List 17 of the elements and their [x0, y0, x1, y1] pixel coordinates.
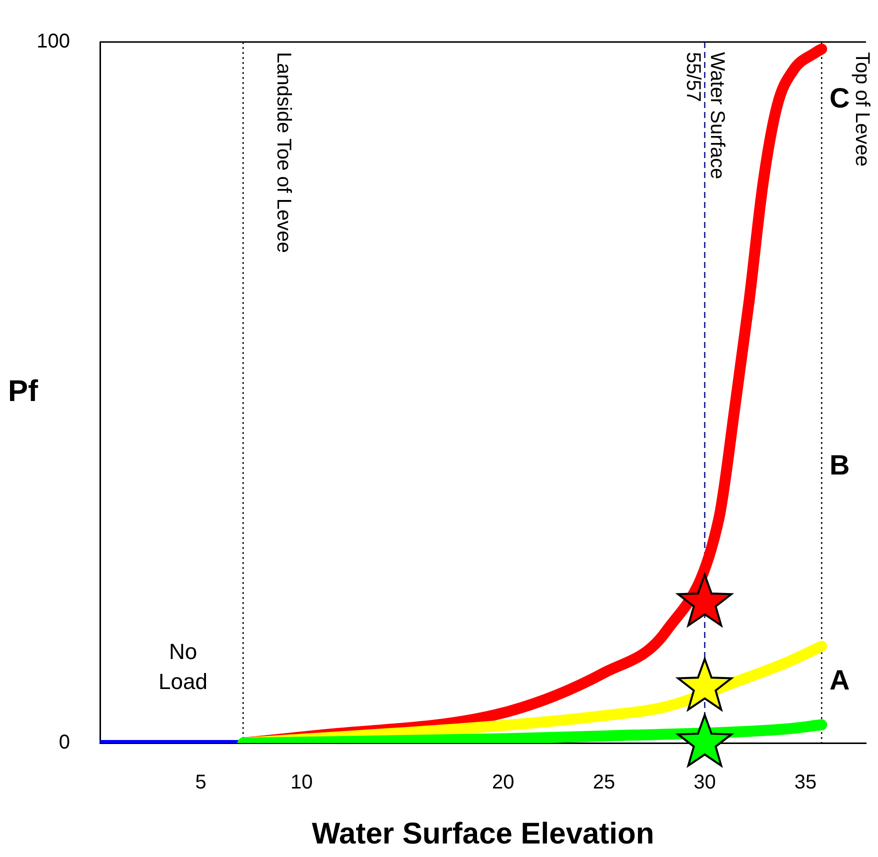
ref-line-label: 55/57 Water Surface: [682, 52, 728, 180]
x-tick-label: 5: [195, 772, 206, 794]
annotation: B: [830, 450, 850, 481]
x-tick-label: 30: [694, 772, 716, 794]
x-axis-title: Water Surface Elevation: [312, 817, 654, 850]
annotation: C: [830, 82, 850, 114]
ref-line-label: Top of Levee: [851, 52, 874, 167]
x-tick-label: 35: [794, 772, 817, 794]
ref-line-label: Landside Toe of Levee: [272, 52, 295, 253]
y-axis-title: Pf: [8, 374, 40, 408]
y-tick-label: 100: [36, 30, 70, 53]
annotation: A: [830, 664, 850, 696]
x-tick-label: 20: [492, 772, 514, 794]
y-tick-label: 0: [58, 732, 70, 754]
annotation: No Load: [158, 639, 208, 694]
x-tick-label: 25: [592, 772, 616, 794]
x-tick-label: 10: [290, 772, 313, 794]
